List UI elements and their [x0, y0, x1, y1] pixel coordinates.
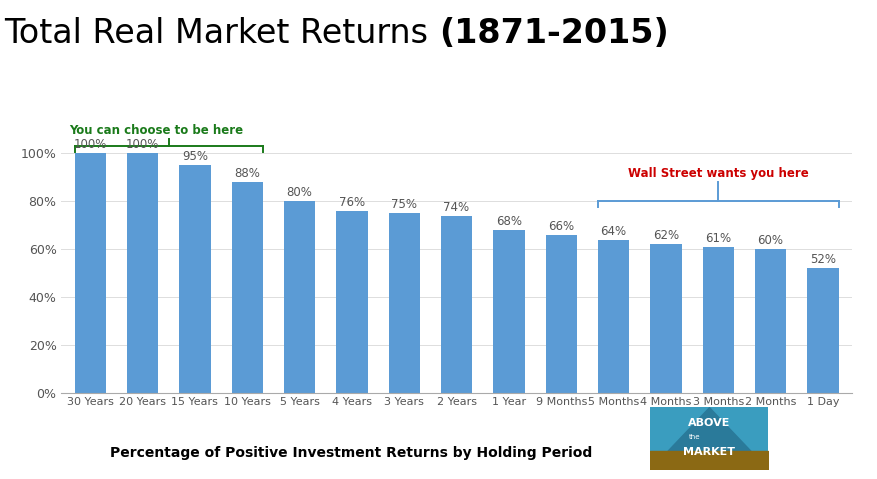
- Text: 100%: 100%: [74, 138, 107, 151]
- Bar: [493, 230, 524, 393]
- Text: 88%: 88%: [234, 167, 260, 180]
- Bar: [283, 201, 315, 393]
- Bar: [440, 216, 472, 393]
- Bar: [389, 213, 419, 393]
- Bar: [545, 235, 576, 393]
- Text: 95%: 95%: [182, 150, 208, 163]
- Text: the: the: [688, 434, 700, 440]
- Text: 76%: 76%: [339, 196, 365, 209]
- Bar: [179, 165, 210, 393]
- Bar: [127, 153, 158, 393]
- Bar: [806, 268, 838, 393]
- Text: 52%: 52%: [809, 253, 835, 266]
- Text: Total Real Market Returns: Total Real Market Returns: [4, 17, 438, 50]
- Bar: [75, 153, 106, 393]
- Text: 61%: 61%: [704, 232, 731, 245]
- Text: 75%: 75%: [391, 198, 417, 211]
- Bar: [754, 249, 785, 393]
- Text: You can choose to be here: You can choose to be here: [69, 124, 243, 137]
- Bar: [232, 182, 262, 393]
- Text: 68%: 68%: [496, 215, 521, 228]
- Text: 74%: 74%: [443, 201, 469, 214]
- Bar: [336, 211, 367, 393]
- Text: ABOVE: ABOVE: [687, 418, 730, 428]
- Text: 62%: 62%: [652, 229, 678, 242]
- Bar: [597, 240, 629, 393]
- Text: (1871-2015): (1871-2015): [438, 17, 668, 50]
- Text: 66%: 66%: [547, 220, 574, 233]
- Text: 80%: 80%: [286, 186, 312, 199]
- Bar: [650, 244, 681, 393]
- Text: Wall Street wants you here: Wall Street wants you here: [627, 167, 808, 180]
- Text: 100%: 100%: [125, 138, 159, 151]
- Text: 64%: 64%: [600, 225, 626, 238]
- Text: Percentage of Positive Investment Returns by Holding Period: Percentage of Positive Investment Return…: [110, 446, 592, 460]
- Text: 60%: 60%: [757, 234, 782, 247]
- Bar: [702, 247, 733, 393]
- Text: MARKET: MARKET: [682, 447, 734, 457]
